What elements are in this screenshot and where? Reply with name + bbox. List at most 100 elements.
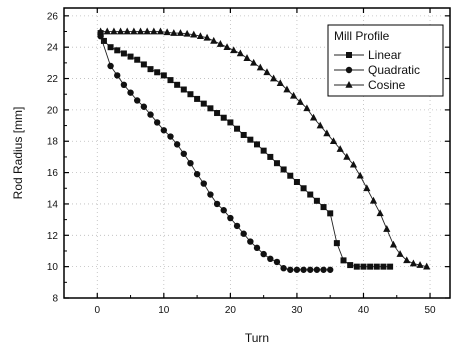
- x-tick-label: 50: [424, 305, 436, 316]
- data-point-quadratic: [253, 244, 261, 252]
- y-tick-label: 8: [52, 294, 58, 305]
- data-point-cosine: [183, 29, 191, 37]
- data-point-quadratic: [267, 255, 274, 263]
- data-point-cosine: [203, 33, 211, 41]
- data-point-linear: [147, 66, 154, 73]
- data-point-linear: [380, 263, 387, 270]
- data-point-linear: [287, 172, 294, 179]
- data-point-quadratic: [120, 81, 128, 89]
- data-point-quadratic: [127, 89, 134, 96]
- data-point-cosine: [123, 27, 131, 35]
- data-point-quadratic: [327, 266, 334, 273]
- y-tick-label: 10: [47, 262, 59, 273]
- data-point-cosine: [336, 145, 344, 152]
- data-point-linear: [114, 47, 121, 54]
- data-point-cosine: [103, 27, 111, 35]
- data-point-cosine: [170, 29, 178, 36]
- legend-marker-quadratic: [345, 66, 353, 74]
- data-point-cosine: [323, 129, 331, 137]
- data-point-cosine: [403, 256, 411, 264]
- y-tick-label: 16: [47, 168, 59, 179]
- data-point-linear: [373, 263, 380, 270]
- data-point-linear: [154, 69, 161, 76]
- data-point-linear: [227, 119, 234, 126]
- data-point-cosine: [423, 262, 431, 270]
- data-point-cosine: [356, 171, 364, 179]
- data-point-linear: [333, 240, 340, 247]
- data-point-linear: [167, 77, 174, 84]
- data-point-linear: [367, 263, 374, 270]
- legend-marker-linear: [346, 52, 352, 58]
- data-point-linear: [300, 185, 307, 192]
- data-point-cosine: [216, 40, 224, 47]
- data-point-linear: [387, 263, 394, 270]
- data-point-linear: [234, 125, 241, 132]
- data-point-linear: [194, 95, 201, 102]
- data-point-cosine: [130, 27, 138, 35]
- data-point-cosine: [316, 121, 324, 129]
- data-point-quadratic: [173, 141, 181, 148]
- data-point-quadratic: [213, 200, 221, 208]
- data-point-quadratic: [140, 103, 148, 110]
- data-point-linear: [347, 262, 354, 269]
- data-point-linear: [313, 197, 320, 204]
- data-point-cosine: [230, 46, 238, 54]
- legend-marker-cosine: [345, 81, 353, 88]
- data-point-linear: [240, 131, 247, 138]
- data-point-quadratic: [107, 62, 114, 70]
- data-point-quadratic: [227, 214, 234, 222]
- y-tick-label: 20: [47, 105, 59, 116]
- data-point-cosine: [283, 85, 291, 93]
- y-tick-label: 18: [47, 137, 59, 148]
- data-point-quadratic: [287, 266, 294, 273]
- data-point-cosine: [210, 36, 218, 44]
- data-point-cosine: [116, 27, 125, 35]
- data-point-cosine: [243, 54, 251, 61]
- data-point-cosine: [389, 240, 398, 248]
- data-point-linear: [293, 179, 300, 185]
- series-line-quadratic: [100, 36, 331, 271]
- data-point-quadratic: [180, 150, 187, 157]
- y-tick-label: 26: [47, 11, 59, 22]
- data-point-cosine: [110, 27, 118, 35]
- data-point-cosine: [309, 113, 318, 121]
- x-axis-title: Turn: [245, 331, 269, 345]
- data-point-quadratic: [233, 222, 241, 230]
- data-point-cosine: [163, 28, 171, 36]
- data-point-linear: [200, 100, 207, 107]
- x-tick-label: 40: [358, 305, 370, 316]
- data-point-quadratic: [280, 265, 287, 272]
- series-quadratic: [97, 33, 334, 273]
- data-point-linear: [107, 44, 114, 51]
- data-point-quadratic: [153, 119, 161, 126]
- x-tick-label: 10: [158, 305, 170, 316]
- data-point-cosine: [416, 261, 424, 268]
- data-point-quadratic: [240, 230, 247, 237]
- data-point-quadratic: [207, 191, 214, 198]
- data-point-quadratic: [114, 72, 121, 79]
- data-point-cosine: [256, 63, 264, 71]
- data-point-quadratic: [260, 250, 267, 258]
- data-point-quadratic: [200, 180, 207, 187]
- data-point-quadratic: [313, 266, 321, 273]
- data-point-linear: [340, 257, 347, 264]
- series-cosine: [97, 27, 431, 270]
- data-point-cosine: [376, 209, 384, 217]
- data-point-quadratic: [167, 133, 174, 140]
- data-point-cosine: [156, 27, 165, 35]
- series-linear: [97, 30, 394, 270]
- data-point-cosine: [270, 74, 278, 82]
- data-point-cosine: [409, 259, 417, 267]
- data-point-quadratic: [293, 266, 301, 273]
- data-series: [97, 27, 431, 273]
- data-point-quadratic: [147, 111, 154, 118]
- data-point-linear: [353, 263, 360, 270]
- data-point-cosine: [290, 91, 298, 99]
- data-point-linear: [254, 141, 260, 148]
- x-tick-label: 0: [94, 305, 100, 316]
- data-point-cosine: [276, 79, 284, 87]
- data-point-cosine: [349, 160, 358, 168]
- legend-label-cosine: Cosine: [368, 78, 406, 92]
